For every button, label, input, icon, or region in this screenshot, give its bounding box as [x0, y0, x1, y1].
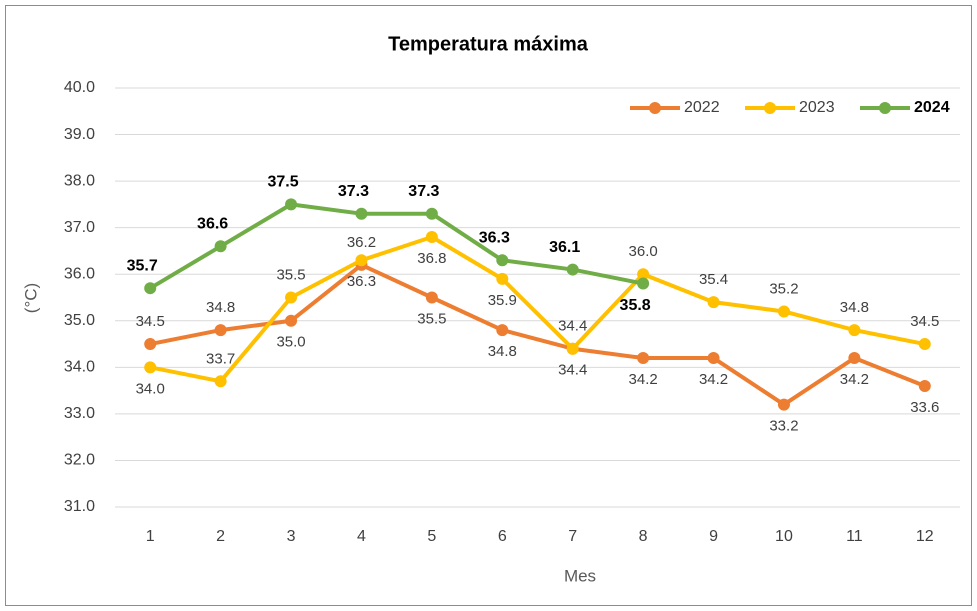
legend-label: 2022 [684, 99, 720, 116]
chart-title: Temperatura máxima [388, 33, 589, 55]
data-point [566, 342, 579, 355]
data-label: 33.6 [910, 399, 939, 416]
y-tick-label: 37.0 [64, 219, 95, 236]
data-label: 33.7 [206, 350, 235, 367]
data-point [496, 324, 509, 337]
data-point [144, 338, 157, 351]
data-label: 34.4 [558, 318, 587, 335]
data-point [777, 305, 790, 318]
x-tick-label: 12 [916, 528, 934, 545]
legend-marker [764, 102, 776, 114]
data-point [214, 324, 227, 337]
legend-marker [649, 102, 661, 114]
data-point [918, 379, 931, 392]
data-label: 37.5 [267, 174, 298, 191]
data-label: 34.2 [629, 371, 658, 388]
data-point [637, 268, 650, 281]
data-label: 35.8 [620, 297, 651, 314]
x-axis-title: Mes [564, 566, 596, 585]
x-tick-label: 1 [146, 528, 155, 545]
data-label: 34.4 [558, 362, 587, 379]
data-point [566, 263, 579, 276]
data-label: 37.3 [338, 183, 369, 200]
data-point [637, 277, 650, 290]
y-tick-label: 36.0 [64, 265, 95, 282]
data-label: 34.5 [910, 313, 939, 330]
data-point [425, 291, 438, 304]
y-tick-label: 31.0 [64, 498, 95, 515]
y-axis-title: (°C) [21, 283, 40, 313]
data-label: 36.2 [347, 234, 376, 251]
data-point [707, 296, 720, 309]
y-tick-label: 38.0 [64, 172, 95, 189]
data-label: 36.1 [549, 239, 580, 256]
data-point [918, 338, 931, 351]
data-label: 35.9 [488, 292, 517, 309]
data-point [355, 207, 368, 220]
x-tick-label: 5 [427, 528, 436, 545]
data-label: 36.3 [347, 273, 376, 290]
chart-border [5, 5, 972, 606]
data-label: 36.3 [479, 229, 510, 246]
legend-label: 2024 [914, 99, 950, 116]
legend-label: 2023 [799, 99, 835, 116]
x-tick-label: 9 [709, 528, 718, 545]
x-tick-label: 8 [639, 528, 648, 545]
data-label: 37.3 [408, 183, 439, 200]
data-label: 34.8 [206, 299, 235, 316]
data-point [285, 198, 298, 211]
data-point [144, 282, 157, 295]
data-label: 36.6 [197, 216, 228, 233]
data-point [496, 272, 509, 285]
data-label: 35.7 [127, 257, 158, 274]
y-tick-label: 32.0 [64, 452, 95, 469]
data-point [848, 352, 861, 365]
data-point [707, 352, 720, 365]
data-point [144, 361, 157, 374]
data-point [777, 398, 790, 411]
data-point [285, 291, 298, 304]
data-point [285, 314, 298, 327]
x-tick-label: 10 [775, 528, 793, 545]
data-label: 34.2 [840, 371, 869, 388]
data-point [848, 324, 861, 337]
series-line [149, 262, 926, 407]
data-label: 35.5 [276, 266, 305, 283]
y-tick-label: 35.0 [64, 312, 95, 329]
series-line [149, 202, 644, 290]
data-point [637, 352, 650, 365]
data-point [214, 240, 227, 253]
data-label: 35.2 [769, 280, 798, 297]
data-label: 35.4 [699, 271, 728, 288]
data-label: 36.8 [417, 250, 446, 267]
x-tick-label: 2 [216, 528, 225, 545]
legend-marker [879, 102, 891, 114]
y-tick-label: 34.0 [64, 359, 95, 376]
data-label: 35.0 [276, 334, 305, 351]
data-label: 34.8 [840, 299, 869, 316]
y-tick-label: 39.0 [64, 126, 95, 143]
data-point [425, 207, 438, 220]
data-label: 34.8 [488, 343, 517, 360]
data-label: 34.5 [136, 313, 165, 330]
data-label: 36.0 [629, 243, 658, 260]
data-point [496, 254, 509, 267]
x-tick-label: 3 [287, 528, 296, 545]
x-tick-label: 11 [846, 528, 863, 545]
y-tick-label: 33.0 [64, 405, 95, 422]
data-point [355, 254, 368, 267]
data-label: 33.2 [769, 418, 798, 435]
data-label: 34.0 [136, 380, 165, 397]
data-label: 35.5 [417, 310, 446, 327]
x-tick-label: 7 [568, 528, 577, 545]
data-point [214, 375, 227, 388]
x-tick-label: 6 [498, 528, 507, 545]
x-tick-label: 4 [357, 528, 366, 545]
y-tick-label: 40.0 [64, 79, 95, 96]
data-point [425, 230, 438, 243]
series-line [149, 234, 926, 384]
data-label: 34.2 [699, 371, 728, 388]
